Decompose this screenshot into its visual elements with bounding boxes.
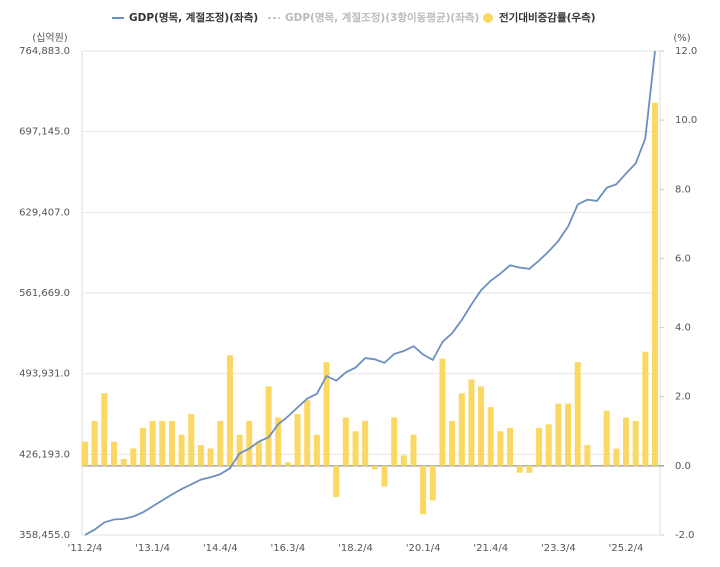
y2-tick-label: 12.0 bbox=[675, 46, 697, 57]
x-tick-label: '11.2/4 bbox=[68, 543, 103, 554]
bar bbox=[478, 386, 485, 466]
y-tick-label: 561,669.0 bbox=[19, 288, 70, 299]
bar bbox=[381, 465, 388, 487]
x-tick-label: '14.4/4 bbox=[203, 543, 238, 554]
bar bbox=[188, 414, 195, 466]
bar bbox=[545, 424, 552, 466]
bar bbox=[323, 362, 330, 466]
y-tick-label: 764,883.0 bbox=[19, 46, 70, 57]
bar bbox=[516, 465, 523, 473]
y2-tick-label: -2.0 bbox=[675, 530, 695, 541]
bar bbox=[642, 351, 649, 466]
bar bbox=[420, 465, 427, 515]
bar bbox=[352, 431, 359, 466]
bar bbox=[439, 358, 446, 466]
bar bbox=[149, 420, 156, 466]
bar bbox=[362, 420, 369, 466]
bar bbox=[584, 445, 591, 466]
bar bbox=[574, 362, 581, 466]
bar bbox=[603, 410, 610, 466]
bar bbox=[91, 420, 98, 466]
y-tick-label: 426,193.0 bbox=[19, 449, 70, 460]
bar bbox=[226, 355, 233, 466]
x-tick-label: '25.2/4 bbox=[609, 543, 644, 554]
bar bbox=[217, 420, 224, 466]
bar bbox=[613, 448, 620, 466]
bar bbox=[333, 465, 340, 497]
y2-axis-label: (%) bbox=[673, 33, 690, 44]
legend-label: GDP(명목, 계절조정)(3항이동평균)(좌측) bbox=[285, 11, 479, 24]
bar bbox=[342, 417, 349, 466]
x-tick-label: '18.2/4 bbox=[338, 543, 373, 554]
bar bbox=[313, 434, 320, 466]
x-tick-label: '13.1/4 bbox=[135, 543, 170, 554]
y-tick-label: 697,145.0 bbox=[19, 127, 70, 138]
bar bbox=[168, 420, 175, 466]
bar bbox=[400, 455, 407, 466]
bar bbox=[565, 403, 572, 466]
bar bbox=[536, 427, 543, 466]
y-tick-label: 358,455.0 bbox=[19, 530, 70, 541]
x-tick-label: '21.4/4 bbox=[473, 543, 508, 554]
bar bbox=[236, 434, 243, 466]
bar bbox=[507, 427, 514, 466]
bar bbox=[265, 386, 272, 466]
y2-tick-label: 2.0 bbox=[675, 392, 691, 403]
bar bbox=[159, 420, 166, 466]
legend-swatch bbox=[483, 13, 493, 23]
bar bbox=[487, 407, 494, 466]
bar bbox=[555, 403, 562, 466]
bar bbox=[410, 434, 417, 466]
legend-label: 전기대비증감률(우측) bbox=[499, 11, 596, 24]
bar bbox=[391, 417, 398, 466]
bar bbox=[652, 102, 658, 466]
y2-tick-label: 8.0 bbox=[675, 184, 691, 195]
line bbox=[84, 50, 656, 536]
bar bbox=[429, 465, 436, 501]
bar bbox=[371, 465, 378, 470]
x-tick-label: '16.3/4 bbox=[271, 543, 306, 554]
bar bbox=[101, 393, 108, 466]
bar bbox=[497, 431, 504, 466]
bar bbox=[632, 420, 639, 466]
bar bbox=[275, 417, 282, 466]
bar bbox=[468, 379, 475, 466]
y2-tick-label: 0.0 bbox=[675, 461, 691, 472]
y-axis-label: (십억원) bbox=[32, 32, 68, 44]
bar bbox=[304, 400, 311, 466]
bar bbox=[284, 462, 291, 466]
y-tick-label: 629,407.0 bbox=[19, 207, 70, 218]
y2-tick-label: 4.0 bbox=[675, 323, 691, 334]
bar bbox=[197, 445, 204, 466]
bar bbox=[139, 427, 146, 466]
bar bbox=[246, 420, 253, 466]
legend: GDP(명목, 계절조정)(좌측) GDP(명목, 계절조정)(3항이동평균)(좌… bbox=[112, 11, 596, 24]
bar bbox=[255, 441, 262, 466]
bar bbox=[120, 458, 127, 466]
bar bbox=[82, 441, 88, 466]
bar bbox=[623, 417, 630, 466]
bar bbox=[130, 448, 137, 466]
bar bbox=[458, 393, 465, 466]
legend-label: GDP(명목, 계절조정)(좌측) bbox=[129, 11, 258, 24]
x-tick-label: '23.3/4 bbox=[541, 543, 576, 554]
x-tick-label: '20.1/4 bbox=[406, 543, 441, 554]
y2-tick-label: 6.0 bbox=[675, 253, 691, 264]
bar bbox=[294, 414, 301, 466]
y2-tick-label: 10.0 bbox=[675, 115, 697, 126]
bar bbox=[526, 465, 533, 473]
y-tick-label: 493,931.0 bbox=[19, 369, 70, 380]
bar bbox=[178, 434, 185, 466]
bar bbox=[207, 448, 214, 466]
bar bbox=[110, 441, 117, 466]
bar bbox=[449, 420, 456, 466]
